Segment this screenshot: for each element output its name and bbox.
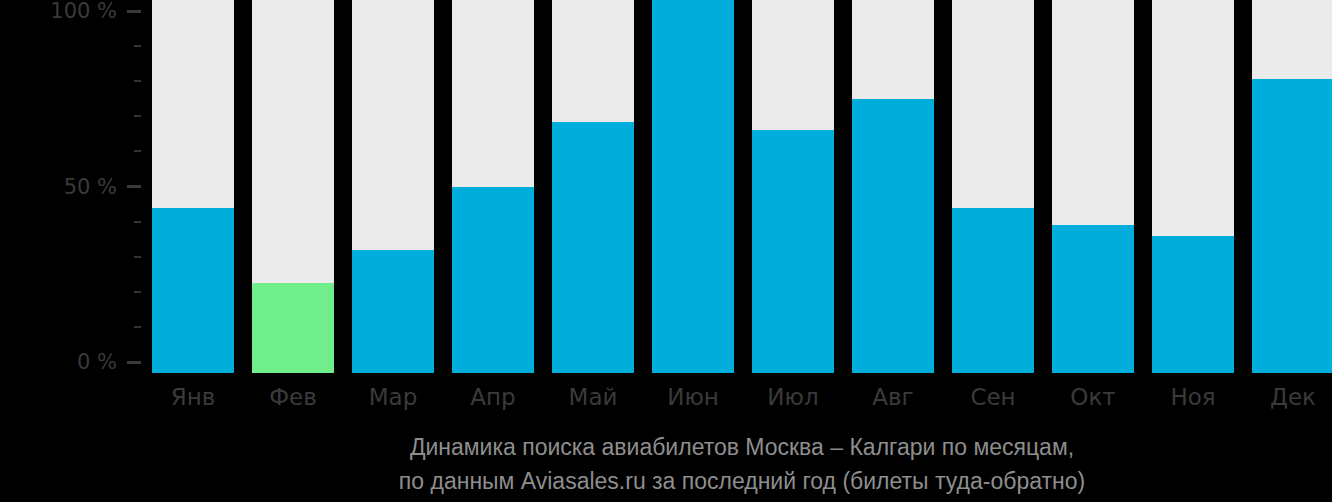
search-dynamics-chart: 0 % 50 % 100 % Янв Фев Мар Апр Май Июн Июл Авг Сен… [0,0,1332,502]
y-axis-minor-tick [134,115,141,117]
y-axis-minor-tick [134,256,141,258]
bar-fill-Авг [852,99,934,373]
y-axis-label: 50 % [0,172,117,202]
y-axis-label: 100 % [0,0,117,26]
x-axis-label-Июн: Июн [652,382,734,412]
bar-fill-Июн [652,0,734,373]
y-axis-major-tick [127,361,141,364]
y-axis-minor-tick [134,326,141,328]
x-axis-label-Авг: Авг [852,382,934,412]
bar-fill-Дек [1252,79,1332,373]
y-axis-minor-tick [134,150,141,152]
bar-fill-Фев [252,283,334,373]
y-axis-major-tick [127,185,141,188]
bar-fill-Ноя [1152,236,1234,373]
bar-fill-Апр [452,187,534,373]
bar-fill-Окт [1052,225,1134,373]
y-axis-major-tick [127,10,141,13]
x-axis-label-Сен: Сен [952,382,1034,412]
x-axis-label-Июл: Июл [752,382,834,412]
bar-fill-Июл [752,130,834,373]
y-axis-minor-tick [134,80,141,82]
chart-subtitle: по данным Aviasales.ru за последний год … [152,464,1332,498]
bar-fill-Май [552,122,634,373]
x-axis-label-Окт: Окт [1052,382,1134,412]
bar-fill-Мар [352,250,434,373]
chart-caption: Динамика поиска авиабилетов Москва – Кал… [152,430,1332,498]
x-axis-label-Янв: Янв [152,382,234,412]
y-axis-minor-tick [134,221,141,223]
x-axis-label-Фев: Фев [252,382,334,412]
x-axis-label-Мар: Мар [352,382,434,412]
x-axis-label-Май: Май [552,382,634,412]
bar-fill-Янв [152,208,234,373]
chart-title: Динамика поиска авиабилетов Москва – Кал… [152,430,1332,464]
y-axis-minor-tick [134,45,141,47]
y-axis-label: 0 % [0,347,117,377]
bar-fill-Сен [952,208,1034,373]
x-axis-label-Ноя: Ноя [1152,382,1234,412]
x-axis-label-Дек: Дек [1252,382,1332,412]
y-axis-minor-tick [134,291,141,293]
x-axis-label-Апр: Апр [452,382,534,412]
